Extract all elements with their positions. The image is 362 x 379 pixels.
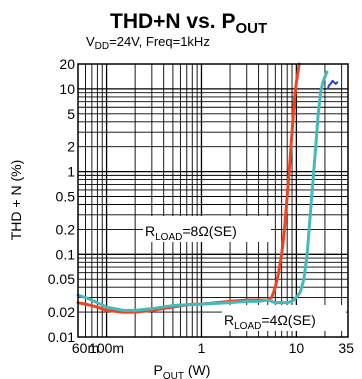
- x-tick-label: 1: [198, 340, 206, 356]
- annotation-4ohm: RLOAD=4Ω(SE): [222, 305, 346, 332]
- y-tick-label: 0.02: [48, 304, 75, 320]
- y-tick-labels: 20 10 5 2 1 0.5 0.2 0.1 0.05 0.02 0.01: [48, 56, 75, 345]
- x-axis-label-sub: OUT: [163, 371, 184, 379]
- y-tick-label: 0.2: [56, 221, 76, 237]
- chart-title-main: THD+N vs. P: [110, 10, 235, 33]
- x-axis-label: POUT (W): [154, 362, 211, 379]
- x-axis-label-rest: (W): [184, 362, 210, 378]
- chart-title: THD+N vs. POUT: [110, 10, 267, 37]
- chart-title-sub: OUT: [235, 20, 267, 37]
- annotation-4ohm-box: [222, 305, 346, 331]
- y-tick-label: 1: [67, 164, 75, 180]
- series-line-1: [76, 70, 329, 312]
- y-tick-label: 5: [67, 106, 75, 122]
- chart-subtitle-a: V: [86, 34, 95, 49]
- x-axis-label-main: P: [154, 362, 163, 378]
- y-tick-label: 2: [67, 139, 75, 155]
- chart-subtitle: VDD=24V, Freq=1kHz: [86, 34, 210, 52]
- series-line-2: [326, 79, 339, 90]
- annotation-8ohm-rest: =8Ω(SE): [182, 223, 236, 239]
- x-tick-label: 60m: [72, 340, 99, 356]
- annotation-4ohm-main: R: [224, 312, 234, 328]
- y-tick-label: 0.01: [48, 329, 75, 345]
- annotation-8ohm-sub: LOAD: [155, 232, 182, 243]
- x-tick-label: 35: [338, 340, 354, 356]
- annotation-4ohm-rest: =4Ω(SE): [261, 312, 315, 328]
- y-axis-label: THD + N (%): [8, 160, 24, 241]
- y-tick-label: 0.1: [56, 246, 76, 262]
- annotation-8ohm-main: R: [145, 223, 155, 239]
- y-tick-label: 0.5: [56, 188, 76, 204]
- x-tick-label: 100m: [89, 340, 124, 356]
- y-tick-label: 10: [59, 81, 75, 97]
- grid: [78, 64, 348, 337]
- y-tick-label: 20: [59, 56, 75, 72]
- annotation-8ohm-label: RLOAD=8Ω(SE): [145, 223, 237, 243]
- annotation-4ohm-label: RLOAD=4Ω(SE): [224, 312, 316, 332]
- annotation-8ohm-box: [143, 216, 271, 242]
- annotation-4ohm-sub: LOAD: [234, 321, 261, 332]
- annotation-8ohm: RLOAD=8Ω(SE): [143, 216, 271, 243]
- series-line-0: [76, 62, 301, 314]
- chart-subtitle-a-sub: DD: [95, 41, 109, 52]
- plot-frame: [77, 63, 349, 338]
- x-tick-label: 10: [289, 340, 305, 356]
- chart-subtitle-b: =24V, Freq=1kHz: [109, 34, 210, 49]
- series-lines: [76, 62, 339, 314]
- y-tick-label: 0.05: [48, 271, 75, 287]
